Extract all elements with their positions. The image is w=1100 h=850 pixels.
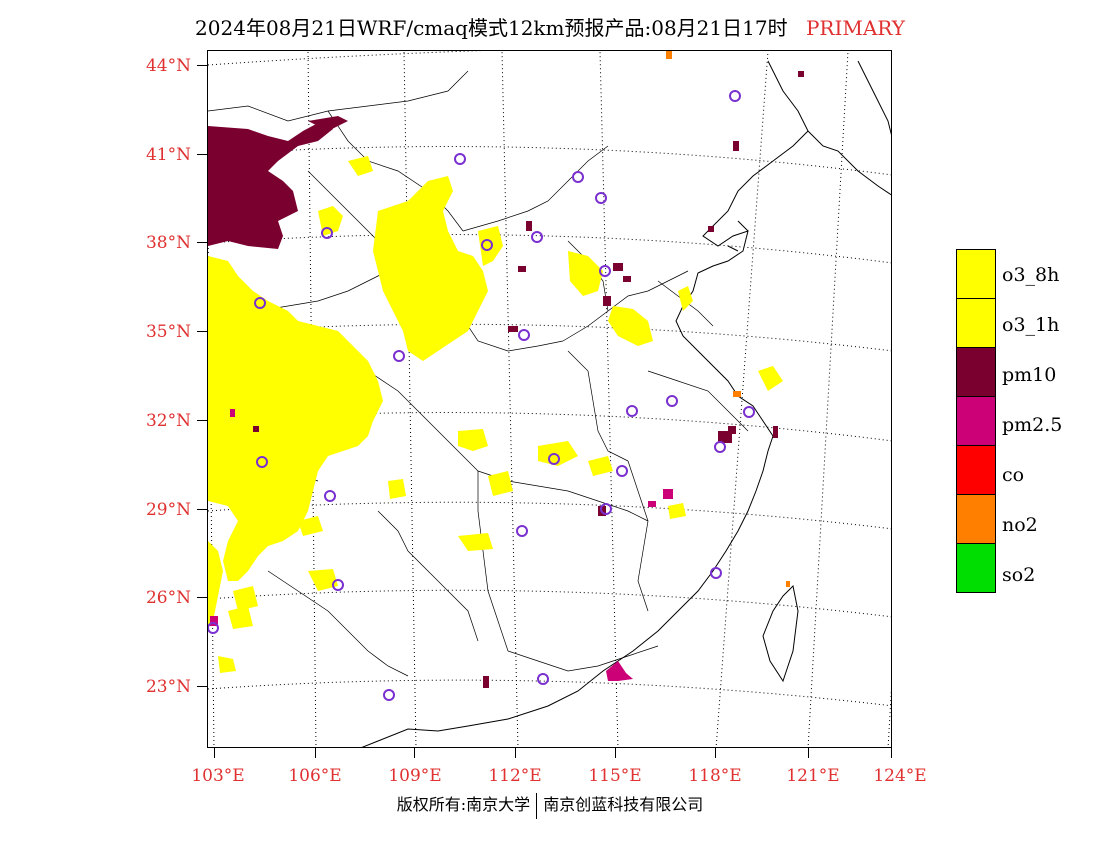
pollutant-legend (956, 249, 996, 593)
copyright-footer: 版权所有:南京大学 南京创蓝科技有限公司 (0, 791, 1100, 819)
legend-label-o3-8h: o3_8h (1002, 264, 1060, 286)
lon-label-106: 106°E (288, 766, 342, 786)
lat-label-41: 41°N (145, 145, 191, 165)
coastlines (361, 60, 891, 747)
footer-divider (536, 792, 538, 819)
no2-specks (666, 51, 790, 587)
lat-tick (197, 597, 207, 598)
lon-tick (808, 748, 809, 758)
lon-tick (414, 748, 415, 758)
lat-label-29: 29°N (145, 500, 191, 520)
lon-label-124: 124°E (873, 766, 927, 786)
lon-label-103: 103°E (191, 766, 245, 786)
lon-tick (315, 748, 316, 758)
legend-swatch-so2 (956, 543, 996, 593)
lon-tick (615, 748, 616, 758)
map-panel (207, 50, 892, 748)
o3-areas (208, 156, 783, 673)
legend-label-pm10: pm10 (1002, 364, 1057, 386)
forecast-map (208, 51, 891, 747)
lat-label-23: 23°N (145, 677, 191, 697)
lat-tick (197, 154, 207, 155)
lon-label-121: 121°E (786, 766, 840, 786)
legend-label-so2: so2 (1002, 564, 1036, 586)
legend-swatch-co (956, 445, 996, 495)
lon-tick (891, 748, 892, 758)
legend-swatch-pm10 (956, 347, 996, 397)
monitoring-stations (208, 90, 755, 701)
lon-label-115: 115°E (588, 766, 642, 786)
lat-tick (197, 509, 207, 510)
copyright-right: 南京创蓝科技有限公司 (543, 795, 704, 814)
lat-label-38: 38°N (145, 233, 191, 253)
lon-label-118: 118°E (688, 766, 742, 786)
title-tag: PRIMARY (805, 16, 905, 40)
legend-label-no2: no2 (1002, 514, 1038, 536)
lon-tick (515, 748, 516, 758)
copyright-left: 版权所有:南京大学 (396, 795, 531, 814)
lon-label-112: 112°E (488, 766, 542, 786)
title-main: 2024年08月21日WRF/cmaq模式12km预报产品:08月21日17时 (195, 16, 788, 40)
lat-tick (197, 420, 207, 421)
lat-label-26: 26°N (145, 588, 191, 608)
legend-label-co: co (1002, 464, 1025, 486)
lat-label-32: 32°N (145, 411, 191, 431)
legend-swatch-o3-1h (956, 298, 996, 348)
legend-swatch-o3-8h (956, 249, 996, 299)
lat-tick (197, 242, 207, 243)
lat-tick (197, 65, 207, 66)
legend-swatch-pm25 (956, 396, 996, 446)
lon-label-109: 109°E (388, 766, 442, 786)
legend-label-pm25: pm2.5 (1002, 414, 1063, 436)
lat-label-35: 35°N (145, 322, 191, 342)
legend-swatch-no2 (956, 494, 996, 544)
lon-tick (715, 748, 716, 758)
lat-tick (197, 686, 207, 687)
lat-label-44: 44°N (145, 56, 191, 76)
lon-tick (214, 748, 215, 758)
map-title: 2024年08月21日WRF/cmaq模式12km预报产品:08月21日17时 … (0, 12, 1100, 41)
pm25-specks (210, 409, 673, 681)
lat-tick (197, 331, 207, 332)
pm10-areas (208, 116, 348, 249)
legend-label-o3-1h: o3_1h (1002, 314, 1060, 336)
